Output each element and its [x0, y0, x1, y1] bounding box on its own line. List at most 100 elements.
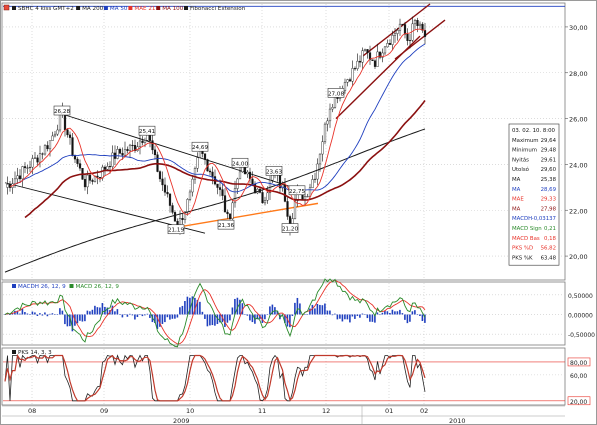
macd-histogram-bar	[174, 314, 176, 319]
legend-item[interactable]: MACDH 26, 12, 9	[18, 284, 66, 290]
macd-histogram-bar	[291, 314, 294, 316]
candle-body	[166, 192, 169, 195]
macd-histogram-bar	[179, 307, 181, 315]
candle-body	[403, 24, 407, 35]
stochastic-series	[4, 353, 426, 402]
macd-histogram-bar	[236, 297, 239, 315]
candle-body	[216, 183, 219, 188]
candle-body	[6, 184, 9, 188]
macd-histogram-bar	[44, 312, 46, 315]
macd-histogram-bar	[114, 311, 116, 315]
macd-histogram-bar	[191, 296, 194, 315]
candle-body	[188, 191, 192, 200]
macd-histogram-bar	[121, 314, 124, 318]
macd-histogram-bar	[266, 314, 269, 315]
candle-body	[143, 140, 147, 143]
macd-histogram-bar	[99, 307, 101, 315]
candle-body	[146, 135, 149, 141]
price-tag-box	[217, 219, 235, 230]
candle-body	[251, 178, 254, 185]
info-row-value: -0,03137	[532, 216, 556, 222]
candle-body	[43, 145, 47, 155]
macd-histogram-bar	[321, 305, 324, 315]
macd-histogram-bar	[364, 314, 366, 315]
legend-item[interactable]: MA 100	[162, 6, 184, 12]
macd-histogram-bar	[311, 304, 314, 315]
macd-histogram-bar	[284, 314, 286, 323]
macd-histogram-bar	[324, 303, 326, 315]
macd-histogram-bar	[386, 311, 389, 315]
macd-histogram-bar	[111, 305, 114, 315]
month-label: 01	[385, 407, 393, 415]
candle-body	[171, 205, 174, 213]
macd-histogram-bar	[204, 314, 206, 319]
panel-menu-icon[interactable]	[3, 4, 10, 11]
year-label: 2010	[449, 417, 466, 425]
macd-histogram-bar	[341, 314, 344, 322]
info-row-label: MAE	[512, 197, 524, 203]
candle-body	[211, 171, 214, 177]
year-label: 2009	[173, 417, 190, 425]
candle-body	[31, 158, 34, 168]
upper-wedge-line	[61, 113, 301, 191]
macd-histogram-bar	[131, 314, 134, 316]
macd-histogram-bar	[216, 314, 219, 325]
candle-body	[346, 79, 349, 83]
candle-body	[123, 149, 127, 156]
macd-histogram-bar	[39, 313, 41, 315]
legend-item[interactable]: MAE 21	[134, 6, 156, 12]
candle-body	[306, 196, 309, 198]
macd-histogram-bar	[186, 296, 189, 315]
macd-histogram-bar	[86, 310, 89, 315]
legend-item[interactable]: MA 50	[110, 6, 128, 12]
macd-histogram-bar	[96, 307, 99, 315]
candle-body	[246, 171, 249, 175]
price-tag-label: 21,19	[168, 228, 184, 234]
candle-body	[418, 23, 422, 26]
price-tag-label: 21,36	[218, 223, 234, 229]
macd-histogram-bar	[124, 314, 126, 315]
candle-body	[38, 153, 42, 163]
legend-item[interactable]: MA 200	[82, 6, 104, 12]
legend-item[interactable]: PKS 14, 3, 3	[18, 350, 52, 356]
info-row-value: 0,21	[544, 226, 556, 232]
macd-histogram-bar	[199, 301, 201, 315]
candle-body	[226, 211, 229, 215]
macd-histogram-bar	[9, 314, 11, 315]
candle-body	[108, 166, 112, 168]
legend-item[interactable]: MACD 26, 12, 9	[76, 284, 120, 290]
candle-body	[66, 129, 69, 136]
macd-histogram-bar	[331, 314, 334, 316]
candle-body	[286, 201, 289, 217]
candle-body	[388, 43, 392, 45]
stoch-level-badge	[567, 357, 591, 367]
price-tick-label: 26,00	[569, 116, 588, 124]
price-tick-label: 24,00	[569, 161, 588, 169]
macd-histogram-bar	[361, 313, 364, 315]
candle-body	[68, 134, 72, 138]
price-panel[interactable]	[1, 2, 566, 281]
macd-histogram-bar	[241, 303, 244, 315]
candle-body	[361, 50, 364, 63]
macd-histogram-bar	[256, 314, 259, 320]
candle-body	[353, 68, 357, 70]
info-row-label: MA	[512, 187, 521, 193]
macd-histogram-bar	[249, 314, 251, 321]
macd-histogram-bar	[369, 314, 371, 322]
candle-body	[76, 158, 79, 164]
stoch-tick-label: 80,00	[570, 360, 587, 367]
candle-body	[101, 166, 104, 179]
candle-body	[386, 43, 389, 48]
macd-histogram-bar	[144, 314, 146, 316]
data-info-box: 03. 02. 10. 8:00 Maximum 29,64 Minimum 29,48…	[508, 123, 560, 266]
legend-swatch	[12, 284, 16, 288]
macd-histogram-bar	[209, 314, 211, 326]
candle-body	[58, 112, 62, 131]
mae21-line	[9, 28, 426, 216]
legend-item[interactable]: SBHC 4 kiss GMT+2	[18, 6, 74, 12]
legend-item[interactable]: Fibonacci Extension	[190, 6, 246, 12]
candle-body	[46, 145, 49, 150]
candle-body	[138, 140, 142, 147]
candle-body	[356, 60, 359, 69]
